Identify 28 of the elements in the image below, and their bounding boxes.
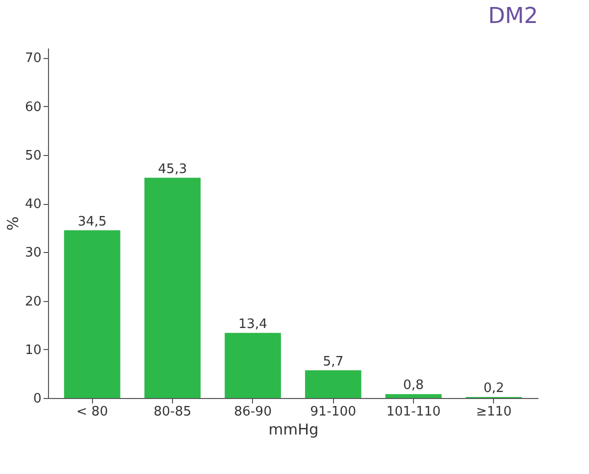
y-tick-label: 70	[24, 51, 42, 66]
bar	[224, 332, 281, 398]
y-tick-label: 50	[24, 148, 42, 164]
y-tick-label: 20	[24, 294, 42, 310]
x-axis-title: mmHg	[268, 420, 319, 438]
chart-title: DM2	[488, 4, 538, 29]
data-label: 13,4	[238, 316, 268, 332]
y-tick-label: 10	[24, 342, 42, 358]
x-tick-label: < 80	[76, 404, 108, 420]
y-tick-label: 0	[33, 392, 42, 406]
x-tick-label: ≥110	[476, 404, 512, 420]
x-tick-label: 101-110	[386, 404, 441, 420]
x-tick-label: 86-90	[234, 404, 272, 420]
data-label: 0,2	[483, 381, 504, 396]
y-axis-title: %	[4, 216, 22, 231]
y-tick-label: 60	[24, 100, 42, 115]
data-label: 45,3	[158, 162, 187, 177]
bar	[305, 370, 362, 398]
y-tick-label: 30	[24, 246, 42, 261]
bar	[144, 178, 201, 398]
bar	[385, 394, 442, 398]
y-tick-label: 40	[24, 197, 42, 212]
data-label: 0,8	[403, 378, 424, 394]
x-tick-label: 80-85	[154, 404, 192, 420]
data-label: 34,5	[78, 214, 107, 230]
data-label: 5,7	[322, 354, 344, 370]
bar	[64, 230, 120, 398]
x-tick-label: 91-100	[310, 404, 356, 420]
